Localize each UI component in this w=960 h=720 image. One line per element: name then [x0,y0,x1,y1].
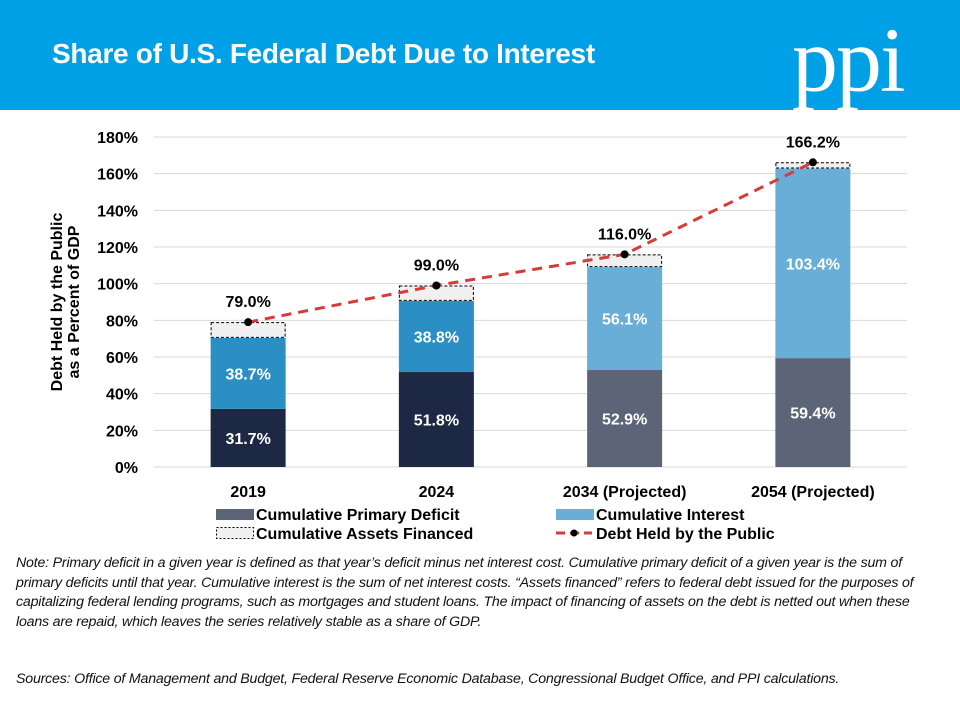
bar-label-interest: 103.4% [786,256,840,273]
chart-note: Note: Primary deficit in a given year is… [16,555,914,630]
x-axis-labels: 2019 2024 2034 (Projected) 2054 (Projected) [230,484,874,501]
bar-interest [210,337,286,409]
y-tick-label: 140% [97,203,138,220]
y-axis-ticks: 0% 20% 40% 60% 80% 100% 120% 140% 160% 180% [97,130,138,477]
y-tick-label: 120% [97,240,138,257]
x-tick-label: 2054 (Projected) [751,484,875,501]
stacked-bar-chart: 0% 20% 40% 60% 80% 100% 120% 140% 160% 180% Debt … [49,130,907,543]
bars: 31.7% 38.7% 79.0% 51.8% 38.8% 99.0% 52.9% 56.1%… [210,134,851,467]
debt-line-path [247,160,814,324]
header-banner: Share of U.S. Federal Debt Due to Intere… [0,0,960,110]
y-tick-label: 160% [97,167,138,184]
x-tick-label: 2019 [230,484,266,501]
legend-swatch-primary-deficit [216,509,254,520]
debt-data-label: 99.0% [414,258,459,275]
debt-line-marker [244,318,253,327]
bar-label-primary-deficit: 59.4% [790,406,835,423]
legend-swatch-interest [556,509,594,520]
debt-line-marker [432,281,441,290]
y-tick-label: 80% [106,313,138,330]
debt-data-label: 79.0% [225,294,270,311]
legend-label-interest: Cumulative Interest [596,507,745,524]
debt-data-label: 116.0% [598,226,651,243]
y-tick-label: 180% [97,130,138,147]
legend-swatch-assets [216,527,254,539]
bar-label-interest: 38.7% [225,366,270,383]
debt-line-marker [620,250,629,259]
y-axis-label-line2: as a Percent of GDP [66,225,83,378]
y-tick-label: 100% [97,277,138,294]
debt-line [244,158,817,327]
bar-label-primary-deficit: 31.7% [225,431,270,448]
bar-primary-deficit [398,372,474,467]
bar-label-interest: 56.1% [602,312,647,329]
y-tick-label: 20% [106,423,138,440]
bar-label-primary-deficit: 52.9% [602,412,647,429]
debt-data-label: 166.2% [786,134,840,151]
y-tick-label: 60% [106,350,138,367]
legend: Cumulative Primary Deficit Cumulative As… [216,507,775,543]
bar-label-interest: 38.8% [414,329,459,346]
legend-label-debt: Debt Held by the Public [596,526,775,543]
ppi-logo: ppi [792,9,906,111]
legend-label-primary-deficit: Cumulative Primary Deficit [256,507,460,524]
legend-label-assets: Cumulative Assets Financed [256,526,473,543]
debt-line-marker [808,158,817,167]
y-tick-label: 40% [106,387,138,404]
bar-interest [398,300,474,373]
bar-label-primary-deficit: 51.8% [414,413,459,430]
y-tick-label: 0% [115,460,138,477]
chart-sources: Sources: Office of Management and Budget… [16,671,840,687]
bar-interest [587,267,663,371]
y-axis-label-line1: Debt Held by the Public [49,213,66,392]
legend-swatch-debt-marker [570,529,578,537]
x-tick-label: 2024 [419,484,455,501]
page-title: Share of U.S. Federal Debt Due to Intere… [52,38,595,69]
bar-interest [775,168,851,359]
bar-primary-deficit [210,408,286,467]
x-tick-label: 2034 (Projected) [563,484,687,501]
bar-primary-deficit [775,358,851,467]
bar-primary-deficit [587,370,663,467]
